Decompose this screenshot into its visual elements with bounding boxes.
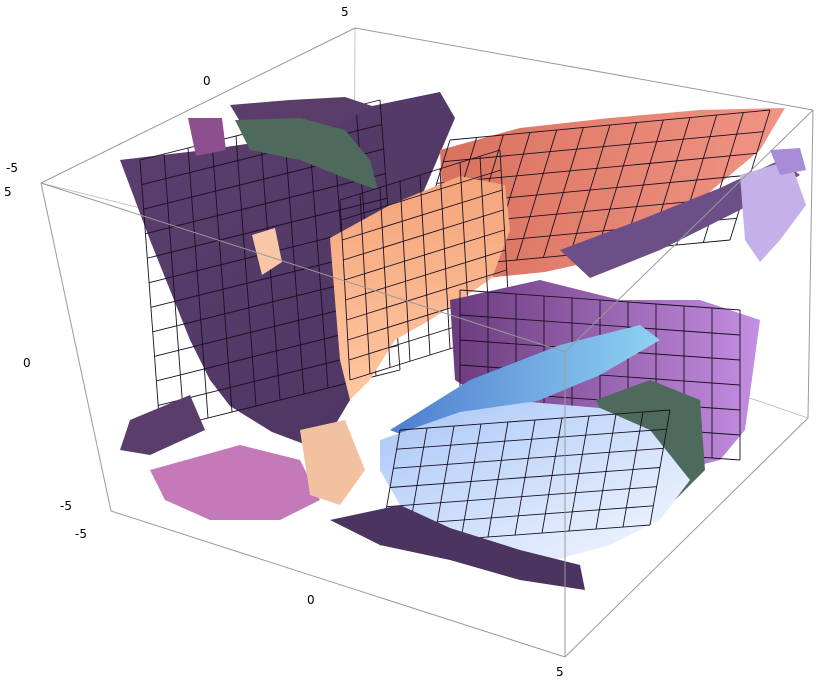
surface-orange-sheet bbox=[330, 149, 511, 400]
tick-top-0: 0 bbox=[203, 74, 211, 88]
mesh-line bbox=[379, 187, 391, 368]
mesh-line bbox=[187, 147, 209, 419]
surface-peach-patch bbox=[252, 228, 282, 275]
mesh-line bbox=[147, 197, 388, 259]
tick-left-neg5: -5 bbox=[60, 499, 72, 513]
tick-bottom-0: 0 bbox=[307, 593, 315, 607]
mesh-line bbox=[419, 174, 431, 356]
mesh-line bbox=[443, 131, 764, 163]
surface-bottom-slab bbox=[330, 505, 585, 590]
mesh-line bbox=[449, 109, 771, 141]
mesh-line bbox=[389, 467, 661, 488]
surface-ice-blue-sheet bbox=[379, 402, 690, 560]
surface-layers bbox=[120, 92, 806, 590]
mesh-line bbox=[393, 447, 664, 469]
box-front-edges bbox=[40, 27, 814, 658]
mesh-line bbox=[139, 159, 161, 431]
tick-top-neg5: -5 bbox=[6, 161, 18, 175]
mesh-line bbox=[399, 409, 671, 431]
mesh-line bbox=[436, 152, 757, 184]
tick-left-0: 0 bbox=[23, 356, 31, 370]
tick-top-5: 5 bbox=[341, 5, 349, 19]
surface-lower-left-fragments bbox=[120, 395, 365, 520]
mesh-line bbox=[396, 428, 667, 450]
tick-bottom-neg5: -5 bbox=[75, 527, 87, 541]
mesh-line bbox=[342, 189, 503, 241]
mesh-line bbox=[439, 168, 451, 349]
mesh-line bbox=[339, 199, 351, 381]
surface-right-fragments bbox=[560, 148, 806, 278]
surface-sky-blue-band bbox=[390, 325, 660, 440]
mesh-line bbox=[386, 486, 657, 508]
mesh-line bbox=[235, 135, 257, 407]
mesh-line bbox=[359, 193, 371, 374]
tick-bottom-5: 5 bbox=[556, 665, 564, 679]
mesh-line bbox=[345, 249, 506, 301]
mesh-line bbox=[163, 153, 185, 425]
mesh-line bbox=[340, 169, 502, 221]
mesh-line bbox=[459, 314, 741, 336]
mesh-line bbox=[344, 229, 505, 281]
tick-labels: 5 0 -5 5 0 -5 -5 0 5 bbox=[4, 5, 564, 679]
mesh-line bbox=[145, 173, 386, 235]
surface-top-fragment-green bbox=[235, 118, 378, 190]
mesh-line bbox=[211, 141, 233, 413]
tick-left-5: 5 bbox=[4, 185, 12, 199]
surface-top-fragment-magenta bbox=[188, 118, 226, 156]
mesh-line bbox=[346, 269, 507, 321]
mesh-line bbox=[283, 123, 305, 395]
mesh-line bbox=[343, 209, 504, 261]
mesh-line bbox=[399, 181, 411, 362]
mesh-line bbox=[339, 149, 501, 201]
mesh-line bbox=[459, 289, 741, 311]
